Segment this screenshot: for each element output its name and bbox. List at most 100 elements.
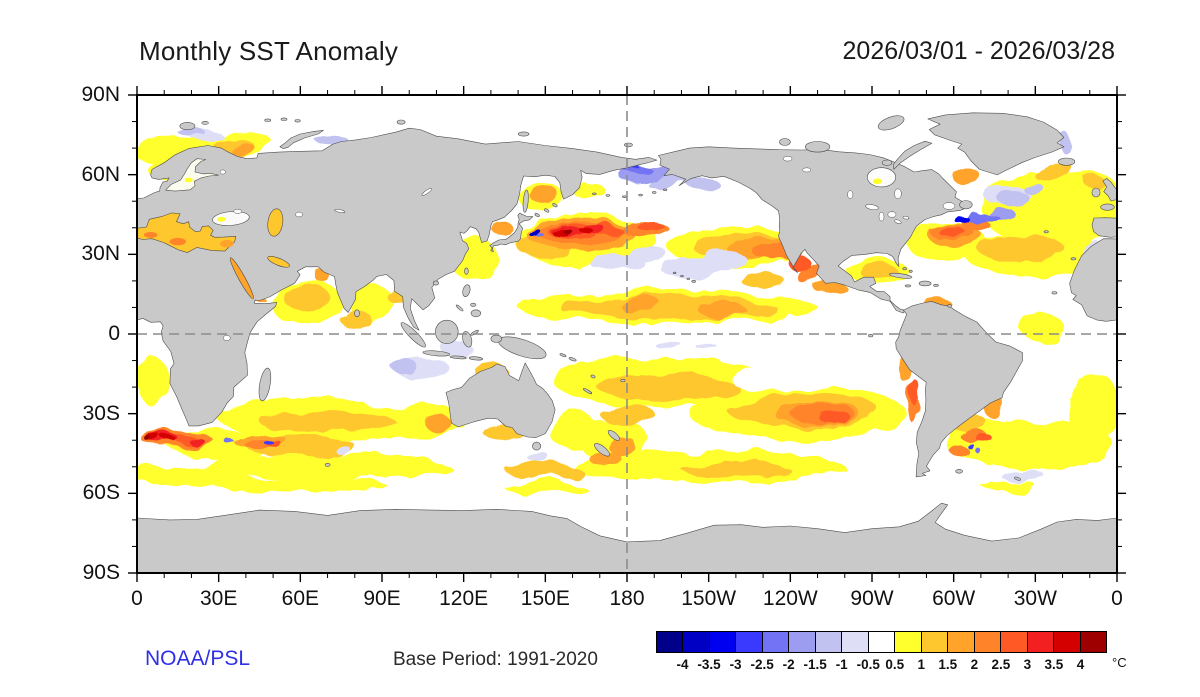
anomaly-blob xyxy=(910,379,920,406)
island xyxy=(1051,291,1058,295)
black-sea-warm-spot xyxy=(217,216,226,222)
island xyxy=(470,302,477,307)
anomaly-blob xyxy=(953,168,981,187)
anomaly-blob xyxy=(681,461,791,478)
anomaly-blob xyxy=(338,310,372,327)
lat-tick-label-60S: 60S xyxy=(82,481,120,505)
landmass-australia xyxy=(445,362,556,438)
anomaly-blob xyxy=(333,444,350,453)
lake xyxy=(782,156,793,162)
colorbar-cell xyxy=(1001,632,1028,652)
island xyxy=(605,194,611,197)
colorbar-tick--4: -4 xyxy=(676,657,689,672)
landmass-westafrica xyxy=(1069,238,1117,322)
island xyxy=(201,120,209,125)
anomaly-blob xyxy=(588,254,644,271)
island xyxy=(464,267,469,275)
island xyxy=(868,334,874,338)
lake xyxy=(847,190,854,199)
black-sea xyxy=(212,211,250,226)
lake xyxy=(902,216,910,220)
colorbar-tick--3.5: -3.5 xyxy=(697,657,721,672)
island xyxy=(662,188,668,192)
anomaly-blob xyxy=(684,176,723,192)
base-period-label: Base Period: 1991-2020 xyxy=(393,649,598,670)
island xyxy=(904,284,911,288)
island xyxy=(294,119,301,123)
island xyxy=(470,309,482,318)
anomaly-blob xyxy=(608,434,636,457)
med-warm-spot xyxy=(169,237,186,246)
anomaly-blob xyxy=(918,456,990,478)
island xyxy=(594,443,610,457)
reference-lines xyxy=(137,95,1117,573)
anomaly-blob xyxy=(741,272,785,289)
lake xyxy=(334,209,346,213)
anomaly-blob xyxy=(588,452,622,466)
anomaly-blob xyxy=(177,128,205,137)
colorbar-tick-1: 1 xyxy=(917,657,926,672)
anomaly-blob xyxy=(964,212,997,223)
island xyxy=(324,462,331,467)
island xyxy=(582,388,593,395)
island xyxy=(623,142,633,148)
date-range-label: 2026/03/01 - 2026/03/28 xyxy=(842,37,1115,65)
anomaly-blob xyxy=(262,439,273,444)
med-warm-spot xyxy=(143,232,158,238)
sst-anomaly-map-svg xyxy=(128,86,1126,582)
island xyxy=(959,200,973,210)
island xyxy=(280,117,288,121)
colorbar-cell xyxy=(1080,632,1106,652)
lon-tick-label-0: 0 xyxy=(131,587,143,610)
lon-tick-label-150W: 150W xyxy=(681,587,737,610)
anomaly-blob xyxy=(597,373,739,401)
sea-of-azov xyxy=(233,208,243,214)
anomaly-blob xyxy=(188,438,206,445)
anomaly-blob xyxy=(978,235,1066,263)
lake xyxy=(878,211,885,222)
anomaly-blob xyxy=(1068,373,1117,443)
island xyxy=(258,367,272,402)
island xyxy=(889,272,913,279)
caspian-sea xyxy=(267,208,284,237)
anomaly-blob xyxy=(814,282,848,296)
colorbar-cell xyxy=(948,632,975,652)
colorbar-tick--1.5: -1.5 xyxy=(803,657,827,672)
island xyxy=(435,319,459,344)
lon-tick-label-60W: 60W xyxy=(932,587,976,610)
anomaly-blob xyxy=(165,438,180,445)
island xyxy=(400,322,426,348)
island xyxy=(490,334,502,343)
anomaly-blob xyxy=(629,247,668,261)
colorbar-tick--2.5: -2.5 xyxy=(750,657,774,672)
island xyxy=(877,115,905,131)
anomaly-blob xyxy=(563,229,574,235)
island xyxy=(691,279,696,283)
colorbar-unit-label: °C xyxy=(1112,655,1127,670)
lake xyxy=(865,204,879,210)
island xyxy=(522,189,529,213)
anomaly-blob xyxy=(439,340,472,354)
lon-tick-label-30W: 30W xyxy=(1013,587,1057,610)
colorbar-cell xyxy=(683,632,710,652)
landmass-greenland xyxy=(927,112,1065,176)
mediterranean-sea xyxy=(137,212,237,253)
baltic-sea xyxy=(164,158,219,192)
island xyxy=(908,269,913,273)
anomaly-blob xyxy=(974,448,982,453)
anomaly-blob xyxy=(949,445,969,457)
island xyxy=(544,208,550,213)
map-frame-and-ticks xyxy=(128,86,1126,582)
lake xyxy=(887,211,897,218)
anomaly-blob xyxy=(1024,185,1047,196)
world-map-plot xyxy=(128,86,1126,582)
anomaly-blob xyxy=(697,303,747,317)
anomaly-blob xyxy=(997,192,1030,206)
island xyxy=(918,280,932,287)
anomaly-blob xyxy=(681,488,900,510)
anomaly-blob xyxy=(627,319,818,344)
island xyxy=(534,213,540,217)
island xyxy=(902,267,907,271)
colorbar-cell xyxy=(657,632,684,652)
